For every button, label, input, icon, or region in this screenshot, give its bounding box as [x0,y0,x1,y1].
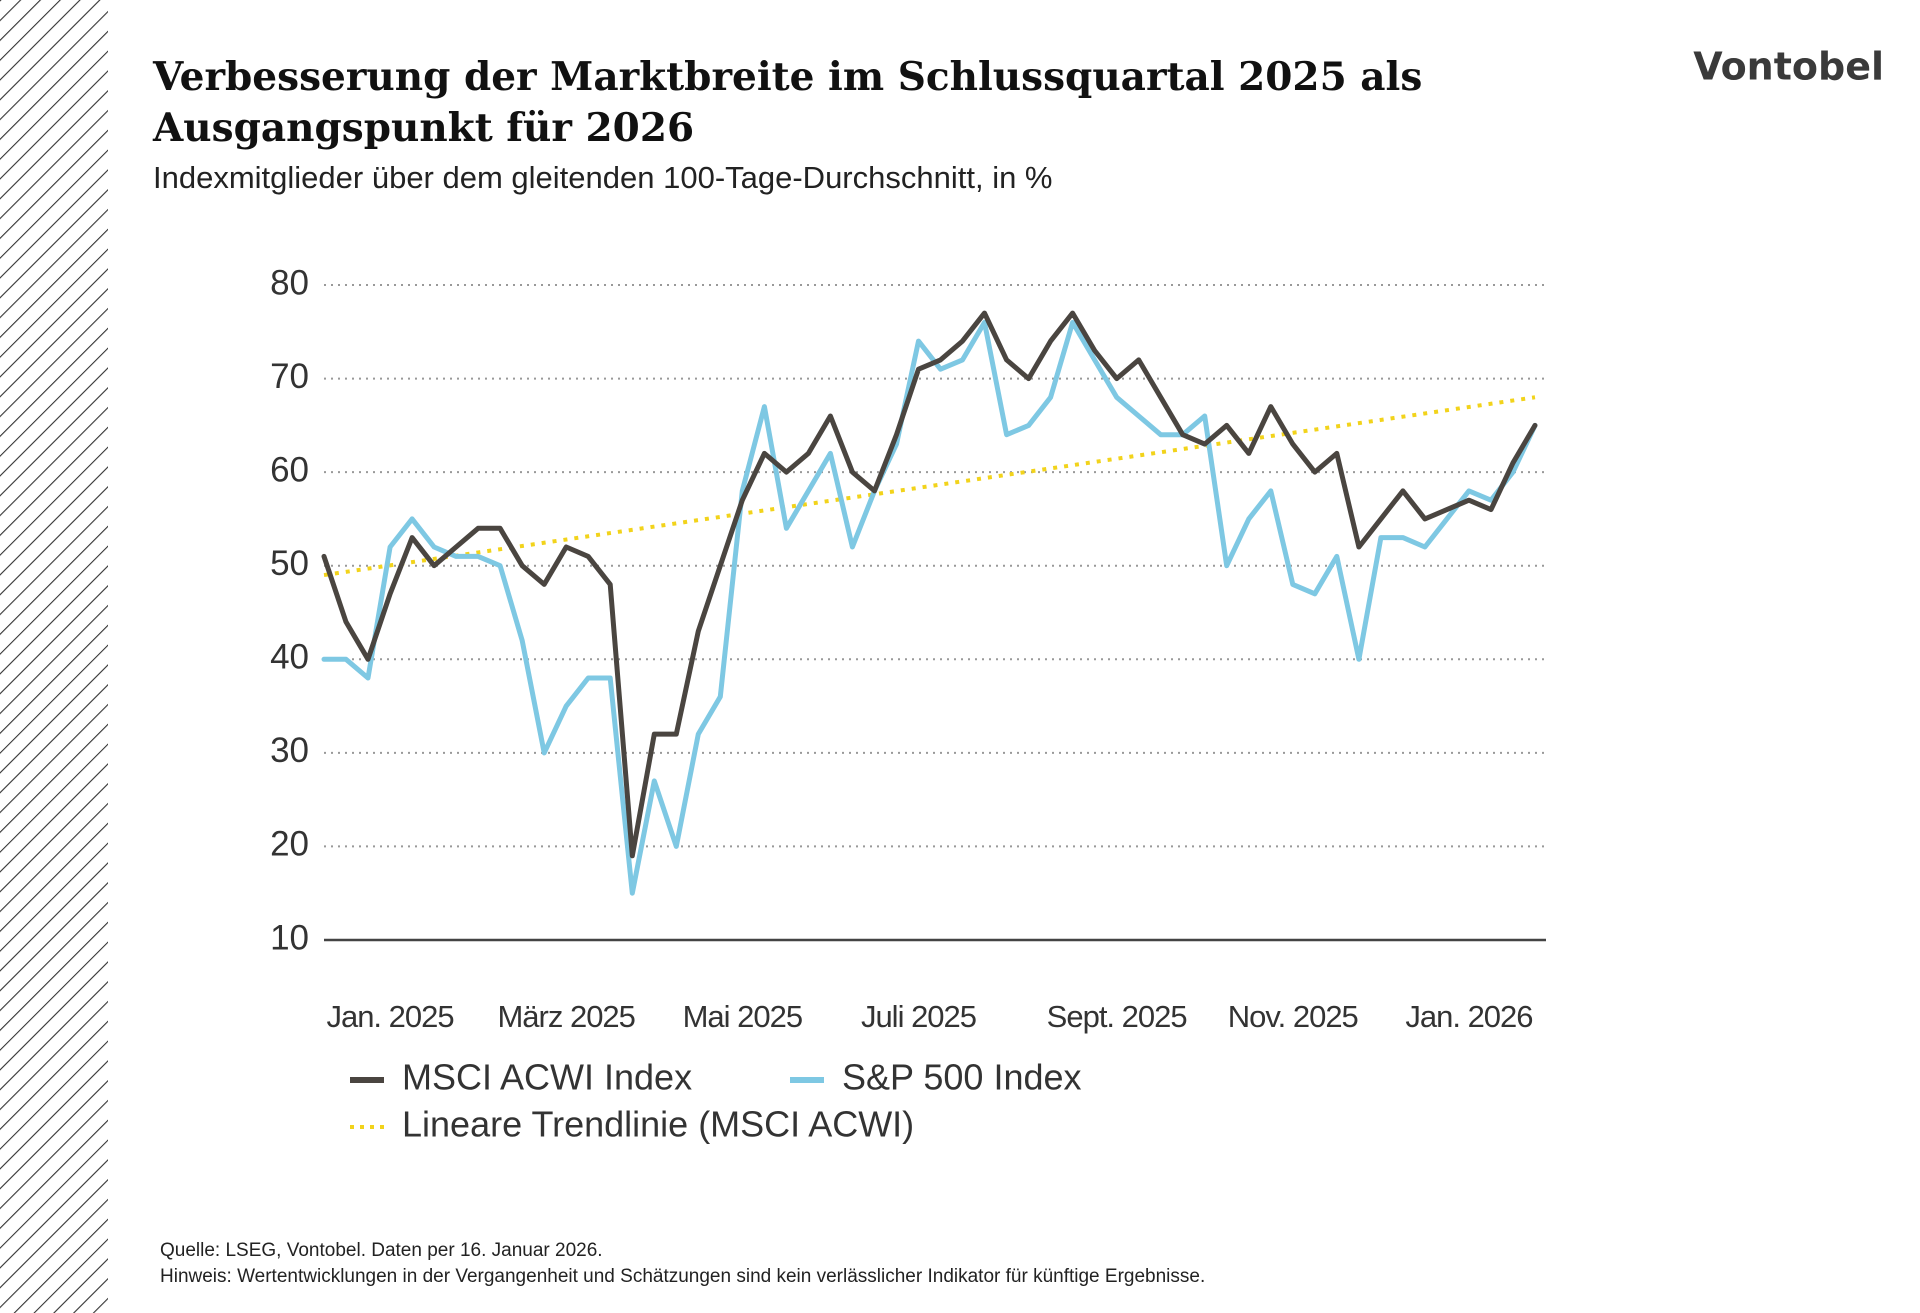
legend-label: S&P 500 Index [842,1057,1082,1098]
y-tick-label: 30 [270,731,309,770]
y-tick-label: 10 [270,918,309,957]
y-tick-label: 20 [270,825,309,864]
legend-label: MSCI ACWI Index [402,1057,692,1098]
source-note: Quelle: LSEG, Vontobel. Daten per 16. Ja… [160,1240,603,1261]
x-tick-label: Sept. 2025 [1047,999,1187,1034]
y-tick-label: 70 [270,357,309,396]
y-tick-label: 80 [270,263,309,302]
legend-label: Lineare Trendlinie (MSCI ACWI) [402,1104,914,1145]
chart-title-line-1: Verbesserung der Marktbreite im Schlussq… [152,54,1422,100]
x-tick-label: Jan. 2026 [1405,999,1532,1034]
series-line [321,319,1538,896]
x-tick-label: März 2025 [497,999,634,1034]
series-line [321,310,1538,859]
disclaimer-note: Hinweis: Wertentwicklungen in der Vergan… [160,1266,1205,1287]
logo: Vontobel [1693,45,1884,89]
chart-title-line-2: Ausgangspunkt für 2026 [152,105,694,151]
chart-subtitle: Indexmitglieder über dem gleitenden 100-… [153,160,1053,195]
hatched-strip [0,0,108,1313]
x-tick-label: Juli 2025 [861,999,976,1034]
y-tick-label: 60 [270,450,309,489]
y-tick-label: 50 [270,544,309,583]
x-tick-label: Mai 2025 [683,999,803,1034]
trendline [323,395,1536,578]
x-tick-label: Nov. 2025 [1228,999,1358,1034]
y-tick-label: 40 [270,638,309,677]
x-tick-label: Jan. 2025 [326,999,453,1034]
